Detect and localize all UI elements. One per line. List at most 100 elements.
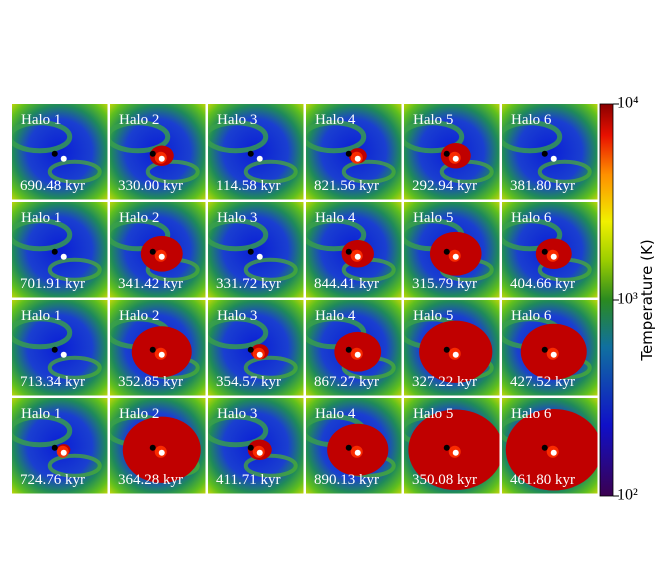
panel [12,104,108,200]
gas-structure [243,355,298,380]
sink-particle [247,150,254,157]
gas-structure [502,218,563,252]
panel [208,202,304,298]
gas-structure [12,218,73,252]
time-label: 701.91 kyr [20,276,85,292]
sink-particle [256,155,263,162]
sink-particle [541,248,548,255]
time-label: 352.85 kyr [118,374,183,390]
sink-particle [256,253,263,260]
sink-particle [345,444,352,451]
halo-label: Halo 6 [511,308,552,324]
sink-particle [354,155,361,162]
panel [404,300,500,396]
time-label: 411.71 kyr [216,472,280,488]
halo-label: Halo 2 [119,210,159,226]
halo-label: Halo 5 [413,112,453,128]
gas-structure [208,316,269,350]
sink-particle [345,150,352,157]
sink-particle [452,351,459,358]
halo-label: Halo 6 [511,406,552,422]
gas-structure [243,159,298,184]
sink-particle [256,351,263,358]
panel [404,202,500,298]
time-label: 461.80 kyr [510,472,575,488]
panel [110,104,206,200]
sink-particle [51,346,58,353]
halo-label: Halo 5 [413,406,453,422]
colorbar-tick-label: 10³ [617,291,638,308]
gas-structure [502,120,563,154]
halo-label: Halo 6 [511,210,552,226]
halo-label: Halo 1 [21,406,61,422]
gas-structure [47,453,102,478]
panel [110,202,206,298]
panel [306,300,402,396]
gas-structure [47,355,102,380]
sink-particle [443,248,450,255]
sink-particle [247,248,254,255]
sink-particle [354,351,361,358]
time-label: 327.22 kyr [412,374,477,390]
panel [306,398,402,494]
sink-particle [60,155,67,162]
sink-particle [550,253,557,260]
sink-particle [60,253,67,260]
panel [404,104,500,200]
panel [208,104,304,200]
time-label: 724.76 kyr [20,472,85,488]
halo-label: Halo 5 [413,308,453,324]
gas-structure [208,120,269,154]
time-label: 404.66 kyr [510,276,575,292]
panel-grid: Halo 1 690.48 kyr Halo 2 330.00 kyr Halo 3 11… [12,104,598,494]
panel [12,300,108,396]
sink-particle [256,449,263,456]
time-label: 331.72 kyr [216,276,281,292]
colorbar-axis: 10² 10³ 10⁴ [613,95,639,504]
panel [12,202,108,298]
halo-label: Halo 3 [217,308,257,324]
gas-structure [208,218,269,252]
halo-label: Halo 5 [413,210,453,226]
gas-structure [12,120,73,154]
sink-particle [60,449,67,456]
sink-particle [345,248,352,255]
sink-particle [158,155,165,162]
sink-particle [51,150,58,157]
gas-structure [47,257,102,282]
time-label: 341.42 kyr [118,276,183,292]
gas-structure [47,159,102,184]
halo-label: Halo 1 [21,112,61,128]
sink-particle [60,351,67,358]
halo-label: Halo 2 [119,308,159,324]
sink-particle [452,155,459,162]
sink-particle [149,150,156,157]
halo-label: Halo 3 [217,406,257,422]
sink-particle [443,346,450,353]
time-label: 713.34 kyr [20,374,85,390]
halo-label: Halo 2 [119,406,159,422]
sink-particle [149,444,156,451]
sink-particle [149,248,156,255]
gas-structure [306,120,367,154]
time-label: 821.56 kyr [314,178,379,194]
sink-particle [158,351,165,358]
sink-particle [443,444,450,451]
panel [12,398,108,494]
panel [404,398,500,494]
halo-label: Halo 3 [217,112,257,128]
sink-particle [345,346,352,353]
gas-structure [404,120,465,154]
colorbar-label: Temperature (K) [638,239,656,361]
sink-particle [550,155,557,162]
halo-label: Halo 1 [21,210,61,226]
sink-particle [550,351,557,358]
gas-structure [537,159,592,184]
sink-particle [541,150,548,157]
time-label: 364.28 kyr [118,472,183,488]
colorbar-tick-label: 10² [617,487,638,504]
sink-particle [550,449,557,456]
panel [502,300,598,396]
halo-label: Halo 2 [119,112,159,128]
